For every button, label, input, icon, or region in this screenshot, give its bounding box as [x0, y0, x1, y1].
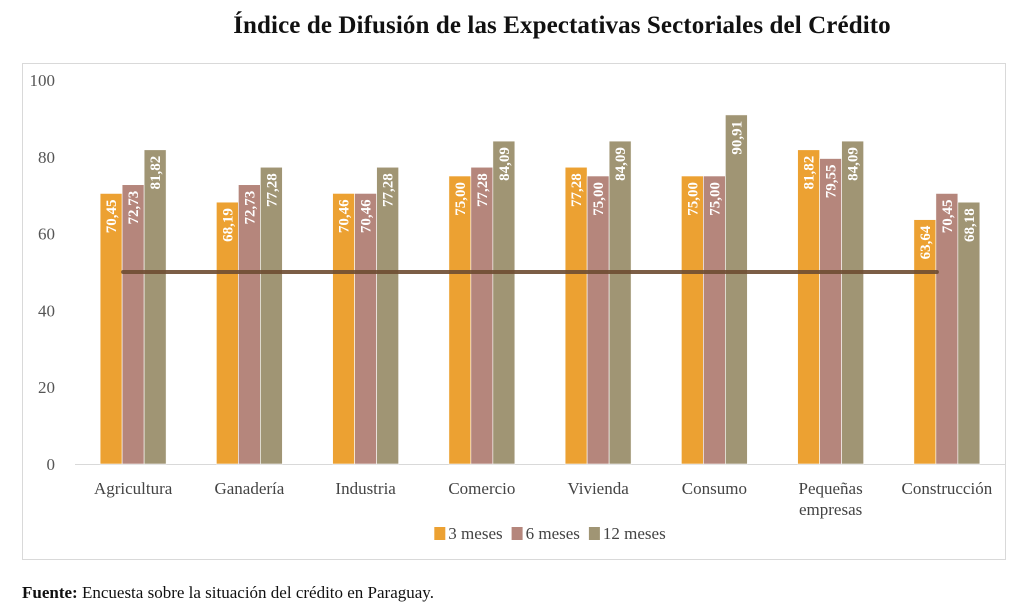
data-label: 77,28: [475, 173, 491, 207]
x-tick-label: Industria: [335, 479, 396, 498]
bar: [586, 175, 610, 465]
data-label: 84,09: [497, 147, 513, 181]
data-label: 70,46: [337, 199, 353, 233]
data-label: 70,46: [359, 199, 375, 233]
bar: [470, 166, 494, 465]
data-label: 75,00: [453, 182, 469, 216]
bar: [143, 149, 167, 465]
bar: [492, 140, 516, 465]
bar-chart: 0 20 40 60 80 100 70,45 72,73 81,82 Agricultura 68…: [30, 71, 1005, 543]
data-label: 77,28: [264, 173, 280, 207]
y-tick-label: 100: [30, 71, 56, 90]
source-text: Encuesta sobre la situación del crédito …: [77, 583, 434, 602]
bar: [725, 114, 748, 465]
x-tick-label: Agricultura: [94, 479, 173, 498]
x-tick-label: empresas: [799, 500, 862, 519]
y-tick-label: 0: [47, 455, 56, 474]
source-label: Fuente:: [22, 583, 78, 602]
data-label: 75,00: [707, 182, 723, 216]
bar: [564, 166, 588, 465]
legend: 3 meses 6 meses 12 meses: [434, 524, 666, 543]
x-tick-label: Ganadería: [214, 479, 284, 498]
chart-title: Índice de Difusión de las Expectativas S…: [233, 12, 891, 39]
data-label: 75,00: [591, 182, 607, 216]
x-tick-label: Comercio: [448, 479, 515, 498]
legend-label: 6 meses: [526, 524, 580, 543]
data-label: 63,64: [918, 225, 934, 259]
bar: [608, 140, 632, 465]
data-label: 77,28: [381, 173, 397, 207]
source-note: Fuente: Encuesta sobre la situación del …: [22, 583, 434, 603]
bar: [376, 166, 399, 465]
chart-area: 0 20 40 60 80 100 70,45 72,73 81,82 Agricultura 68…: [22, 63, 1006, 560]
legend-swatch: [511, 527, 523, 540]
y-tick-label: 20: [38, 378, 55, 397]
data-label: 75,00: [685, 182, 701, 216]
legend-label: 12 meses: [603, 524, 666, 543]
x-tick-label: Consumo: [682, 479, 747, 498]
data-label: 68,19: [220, 208, 236, 242]
bar: [260, 166, 283, 465]
data-label: 72,73: [126, 191, 142, 225]
data-label: 77,28: [569, 173, 585, 207]
data-label: 81,82: [148, 156, 164, 190]
bar: [957, 201, 981, 465]
data-label: 70,45: [104, 199, 120, 233]
data-label: 70,45: [940, 199, 956, 233]
x-tick-label: Construcción: [902, 479, 993, 498]
data-label: 84,09: [846, 147, 862, 181]
bar: [238, 184, 261, 465]
bar: [121, 184, 145, 465]
y-tick-label: 40: [38, 301, 55, 320]
legend-swatch: [588, 527, 600, 540]
legend-swatch: [434, 527, 446, 540]
data-label: 68,18: [962, 208, 978, 242]
bar: [448, 175, 472, 465]
data-label: 79,55: [824, 165, 840, 199]
x-tick-label: Vivienda: [567, 479, 629, 498]
legend-label: 3 meses: [448, 524, 502, 543]
data-label: 81,82: [802, 156, 818, 190]
bar: [703, 175, 726, 465]
data-label: 72,73: [242, 191, 258, 225]
data-label: 84,09: [613, 147, 629, 181]
data-label: 90,91: [729, 121, 745, 155]
y-tick-label: 60: [38, 225, 55, 244]
bar: [681, 175, 704, 465]
x-tick-label: Pequeñas: [799, 479, 863, 498]
bar: [841, 140, 864, 465]
y-tick-label: 80: [38, 148, 55, 167]
bar: [797, 149, 820, 465]
bar: [819, 158, 842, 465]
